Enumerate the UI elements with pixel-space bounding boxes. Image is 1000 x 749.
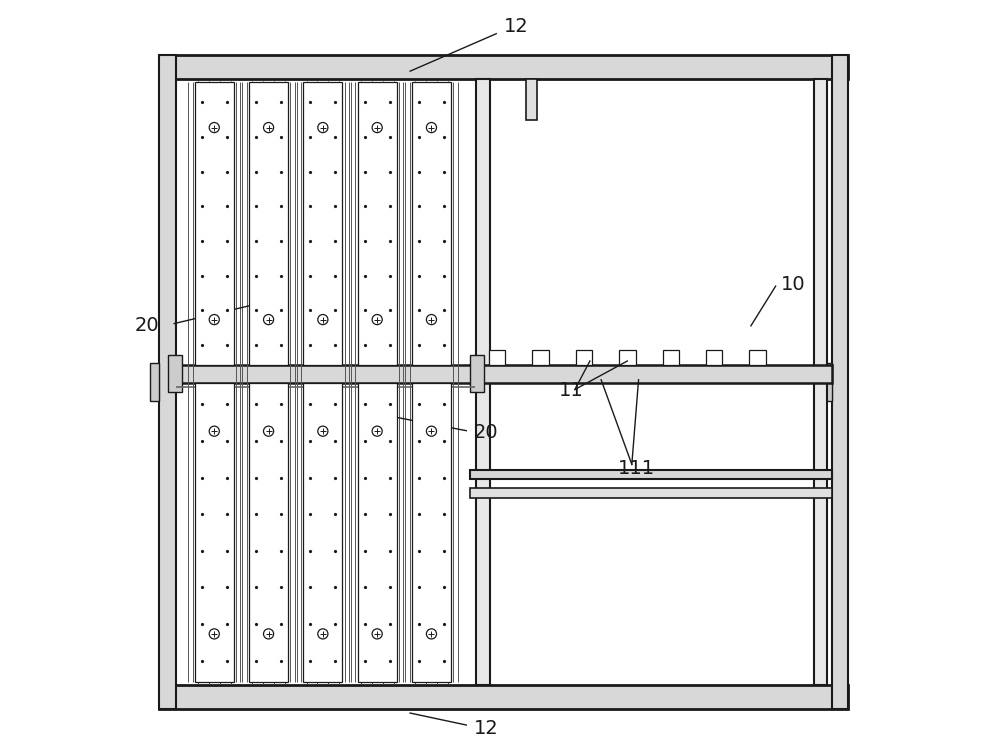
Text: 12: 12 (504, 16, 528, 36)
Text: 11: 11 (559, 381, 584, 401)
Text: 10: 10 (781, 275, 806, 294)
Bar (749, 350, 766, 365)
Bar (168, 355, 182, 392)
Text: 20: 20 (474, 423, 498, 443)
Bar (249, 383, 288, 682)
Bar (576, 350, 592, 365)
Bar (303, 383, 342, 682)
Bar (470, 470, 832, 479)
Bar (823, 363, 832, 401)
Bar (832, 55, 848, 709)
Bar (619, 350, 636, 365)
Bar (150, 363, 159, 401)
Text: 12: 12 (474, 718, 499, 738)
Bar (179, 365, 475, 383)
Bar (489, 350, 505, 365)
Text: 111: 111 (618, 458, 655, 478)
Bar (412, 82, 451, 365)
Bar (663, 350, 679, 365)
Bar (412, 383, 451, 682)
Bar (159, 55, 848, 79)
Bar (303, 82, 342, 365)
Bar (470, 365, 832, 383)
Bar (470, 355, 484, 392)
Bar (706, 350, 722, 365)
Bar (195, 82, 234, 365)
Bar (476, 79, 490, 685)
Bar (159, 685, 848, 709)
Bar (358, 383, 397, 682)
Text: 20: 20 (134, 316, 159, 336)
Bar (814, 79, 827, 685)
Bar (159, 55, 176, 709)
Bar (358, 82, 397, 365)
Bar (470, 488, 832, 498)
Bar (532, 350, 549, 365)
Bar (249, 82, 288, 365)
Bar (195, 383, 234, 682)
Bar (526, 79, 537, 120)
